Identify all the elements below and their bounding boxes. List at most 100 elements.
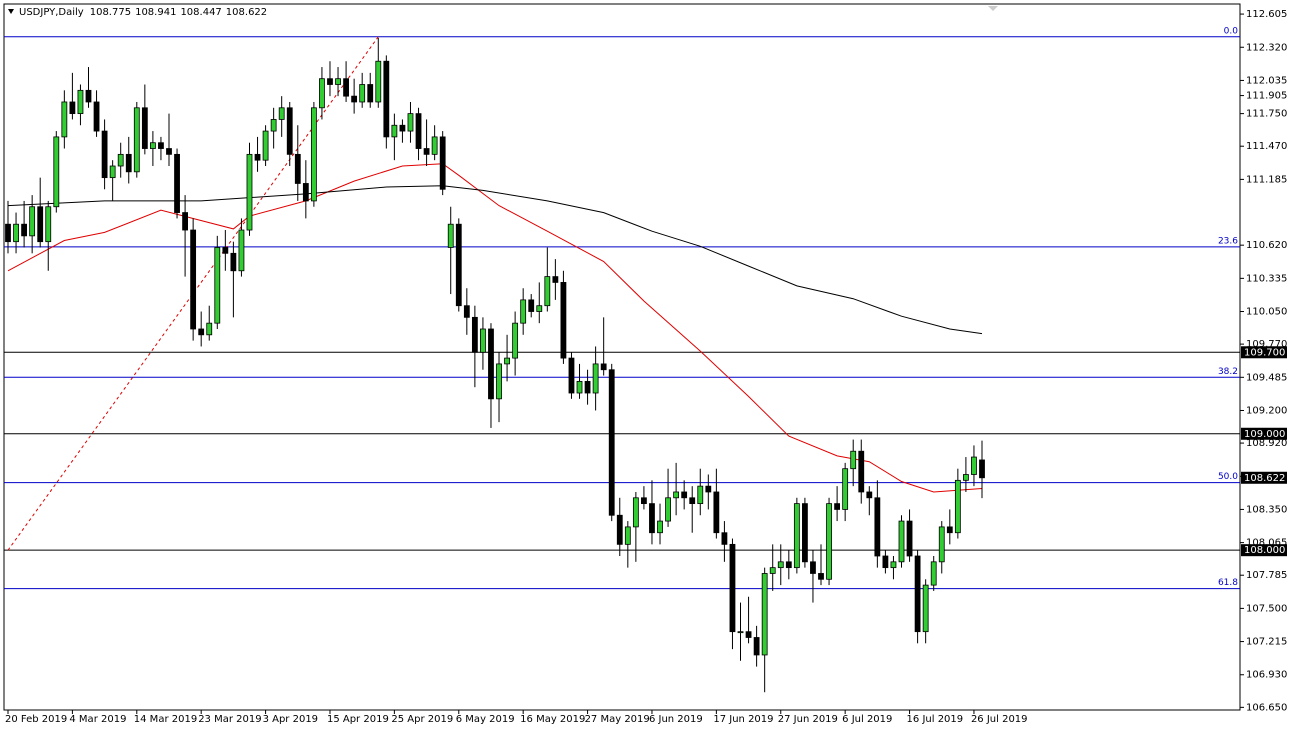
last-price-label-box (1241, 471, 1287, 484)
y-tick-label: 108.920 (1246, 438, 1287, 449)
horizontal-line-label: 109.700 (1244, 347, 1285, 358)
candle-body (45, 206, 52, 243)
y-tick-label: 110.620 (1246, 240, 1287, 251)
candle-body (729, 543, 736, 633)
candle-body (810, 561, 816, 574)
horizontal-line-label: 108.000 (1244, 545, 1285, 556)
candle-body (745, 631, 752, 638)
candle-body (383, 60, 390, 138)
candle-body (158, 142, 164, 149)
candle-body (246, 153, 253, 231)
candle-body (761, 573, 768, 656)
candle-body (697, 485, 704, 505)
candle-body (125, 153, 132, 173)
candle-body (53, 136, 60, 208)
y-tick-label: 109.485 (1246, 372, 1287, 383)
candle-body (673, 491, 680, 499)
candle-body (657, 520, 663, 534)
candle-body (705, 485, 712, 493)
candle-body (359, 84, 366, 103)
candle-body (826, 503, 832, 580)
y-tick-label: 106.650 (1246, 702, 1287, 713)
candle-body (963, 474, 969, 481)
moving-average (7, 185, 983, 335)
candle-body (294, 153, 301, 184)
candle-body (407, 113, 414, 132)
candle-body (616, 514, 623, 545)
y-tick-label: 111.750 (1246, 109, 1287, 120)
candle-body (447, 223, 454, 248)
candle-body (109, 165, 116, 179)
y-tick-label: 107.785 (1246, 570, 1287, 581)
y-tick-label: 110.050 (1246, 307, 1287, 318)
x-tick-label: 27 May 2019 (585, 714, 650, 725)
candle-body (423, 148, 430, 155)
candle-body (938, 526, 945, 563)
candle-body (608, 369, 615, 516)
candle-body (69, 101, 76, 115)
y-tick-label: 108.065 (1246, 538, 1287, 549)
candle-body (375, 60, 382, 103)
symbol: USDJPY,Daily (19, 7, 84, 18)
candle-body (141, 107, 148, 149)
candle-body (455, 223, 462, 307)
candle-body (190, 229, 197, 330)
candle-body (367, 84, 374, 103)
x-tick-label: 3 Apr 2019 (263, 714, 318, 725)
candle-body (431, 136, 438, 155)
x-tick-label: 6 Jul 2019 (842, 714, 892, 725)
x-tick-label: 26 Jul 2019 (971, 714, 1028, 725)
candle-body (93, 101, 100, 132)
fib-label: 0.0 (1224, 26, 1239, 36)
candle-body (922, 584, 929, 633)
candle-body (310, 107, 317, 202)
candle-body (343, 78, 349, 97)
candle-body (302, 183, 309, 202)
candle-body (552, 276, 559, 283)
candle-body (278, 107, 285, 120)
x-tick-label: 25 Apr 2019 (391, 714, 453, 725)
candle-body (834, 503, 841, 510)
candle-body (262, 130, 269, 161)
candle-body (61, 101, 68, 138)
y-tick-label: 112.605 (1246, 9, 1287, 20)
candle-body (753, 637, 760, 656)
candle-body (149, 142, 156, 149)
candle-body (222, 247, 229, 254)
candle-body (793, 503, 800, 569)
candle-body (351, 95, 358, 103)
x-tick-label: 6 May 2019 (456, 714, 515, 725)
candle-body (182, 212, 188, 231)
candle-body (584, 380, 591, 394)
y-tick-label: 111.905 (1246, 91, 1287, 102)
candle-body (327, 78, 333, 85)
candle-body (649, 503, 655, 534)
y-tick-label: 107.215 (1246, 637, 1287, 648)
moving-average (7, 163, 983, 493)
candle-body (117, 153, 124, 167)
candle-body (5, 223, 11, 243)
x-tick-label: 16 Jul 2019 (907, 714, 964, 725)
candle-body (238, 229, 245, 272)
scroll-marker (988, 6, 998, 11)
candle-body (488, 328, 494, 400)
candle-body (802, 503, 808, 563)
header-open: 108.775 (90, 7, 131, 18)
y-tick-label: 107.500 (1246, 603, 1287, 614)
candle-body (560, 282, 567, 359)
y-tick-label: 110.335 (1246, 273, 1287, 284)
candle-body (391, 124, 398, 138)
horizontal-line-label-box (1241, 427, 1287, 440)
candle-body (13, 223, 19, 243)
candle-body (592, 363, 599, 394)
candle-body (858, 450, 865, 493)
candle-body (471, 316, 478, 353)
candle-body (230, 252, 237, 272)
candle-body (504, 357, 510, 365)
horizontal-line-label-box (1241, 346, 1287, 359)
y-tick-label: 109.770 (1246, 339, 1287, 350)
candle-body (544, 276, 551, 307)
